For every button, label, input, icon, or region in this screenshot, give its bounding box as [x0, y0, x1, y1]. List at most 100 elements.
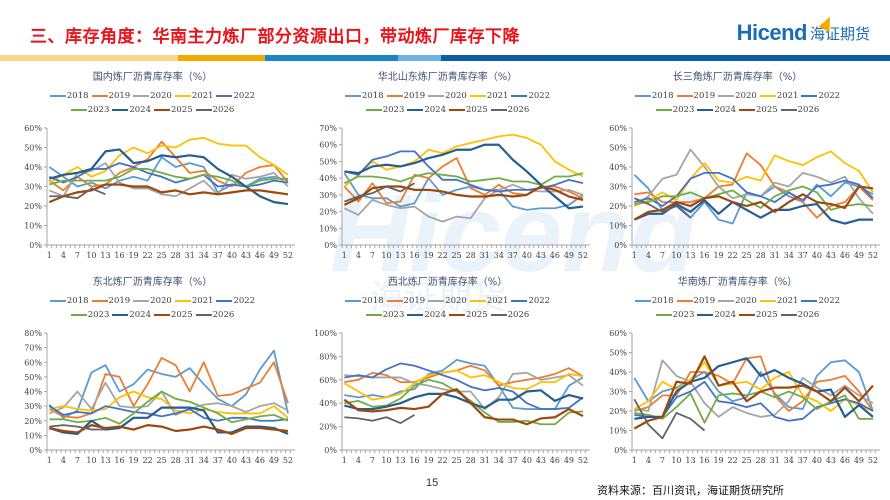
- x-tick-label: 13: [395, 251, 405, 260]
- x-tick-label: 16: [114, 251, 124, 260]
- source-note: 资料来源：百川资讯，海证期货研究所: [597, 484, 784, 497]
- legend-swatch: [801, 299, 818, 303]
- line-chart: 东北炼厂沥青库存率（%） 2018 2019 2020 2021 2022 2023 2024…: [5, 270, 300, 470]
- x-tick-label: 34: [784, 456, 794, 465]
- x-tick-label: 10: [86, 251, 96, 260]
- series-line-2025: [343, 388, 584, 426]
- y-tick-label: 70%: [24, 344, 42, 353]
- x-tick-label: 13: [685, 456, 695, 465]
- legend-swatch: [655, 313, 672, 317]
- y-tick-label: 20%: [319, 208, 337, 217]
- x-tick-label: 49: [564, 251, 574, 260]
- y-tick-label: 0%: [614, 241, 627, 250]
- x-tick-label: 52: [578, 456, 588, 465]
- header-stripe-3: [265, 55, 398, 61]
- legend-item: 2018: [344, 294, 384, 308]
- legend-item: 2022: [801, 89, 840, 103]
- legend-label: 2024: [424, 310, 446, 320]
- x-tick-label: 43: [826, 251, 836, 260]
- legend-swatch: [49, 94, 66, 98]
- legend-label: 2020: [735, 91, 757, 101]
- x-tick-label: 4: [61, 251, 66, 260]
- legend-swatch: [511, 299, 528, 303]
- legend-item: 2021: [174, 89, 213, 103]
- x-tick-label: 13: [395, 456, 405, 465]
- legend-label: 2023: [382, 310, 405, 320]
- legend-swatch: [634, 299, 651, 303]
- legend-label: 2024: [714, 310, 736, 320]
- y-tick-label: 60%: [319, 141, 337, 150]
- x-tick-label: 22: [143, 251, 153, 260]
- x-tick-label: 31: [770, 251, 780, 260]
- x-tick-label: 1: [632, 456, 637, 465]
- legend-label: 2026: [212, 310, 235, 320]
- x-tick-label: 13: [685, 251, 695, 260]
- legend-swatch: [780, 108, 797, 112]
- x-tick-label: 31: [480, 251, 490, 260]
- series-line-2025: [633, 185, 874, 221]
- legend-label: 2026: [212, 105, 235, 115]
- y-tick-label: 30%: [609, 183, 627, 192]
- legend-label: 2026: [797, 105, 820, 115]
- y-tick-label: 20%: [24, 202, 42, 211]
- plot-area: 0% 10% 20% 30% 40% 50% 60% 1 4 7 10 13 16 19 22 25 28 31 3…: [609, 124, 880, 260]
- y-tick-label: 80%: [24, 329, 42, 338]
- plot-area: 0% 10% 20% 30% 40% 50% 60% 1 4 7 10 13 16 19 22 25 28 31 3…: [609, 329, 880, 465]
- x-tick-label: 4: [356, 251, 361, 260]
- y-tick-label: 100%: [314, 329, 337, 338]
- series-line-2026: [49, 187, 106, 200]
- legend-label: 2020: [445, 91, 467, 101]
- x-tick-label: 31: [770, 456, 780, 465]
- legend-item: 2023: [365, 308, 405, 322]
- x-tick-label: 52: [578, 251, 588, 260]
- y-tick-label: 10%: [609, 427, 627, 436]
- series-line-2023: [49, 390, 289, 425]
- x-tick-label: 46: [840, 456, 850, 465]
- legend-label: 2021: [191, 296, 214, 306]
- legend-label: 2023: [87, 105, 110, 115]
- chart-legend: 2018 2019 2020 2021 2022 2023 2024 2025 2026: [5, 89, 300, 117]
- y-tick-label: 30%: [24, 402, 42, 411]
- legend-swatch: [697, 313, 714, 317]
- legend-item: 2021: [469, 294, 508, 308]
- x-tick-label: 1: [47, 456, 52, 465]
- legend-swatch: [407, 108, 424, 112]
- series-line-2023: [49, 168, 288, 188]
- x-tick-label: 28: [171, 456, 181, 465]
- x-tick-label: 4: [61, 456, 66, 465]
- legend-item: 2024: [112, 103, 151, 117]
- series-line-2021: [48, 136, 289, 184]
- legend-label: 2023: [382, 105, 405, 115]
- series-line-2020: [48, 381, 289, 416]
- legend-swatch: [154, 313, 170, 317]
- legend-swatch: [449, 108, 465, 112]
- x-tick-label: 7: [660, 251, 665, 260]
- x-tick-label: 52: [868, 251, 878, 260]
- legend-swatch: [759, 299, 776, 303]
- chart-title: 长三角炼厂沥青库存率（%）: [672, 72, 803, 83]
- series-line-2023: [343, 172, 584, 186]
- y-tick-label: 40%: [24, 388, 42, 397]
- x-tick-label: 1: [47, 251, 52, 260]
- x-tick-label: 10: [381, 251, 391, 260]
- chart-legend: 2018 2019 2020 2021 2022 2023 2024 2025 2026: [300, 89, 595, 117]
- legend-label: 2025: [171, 105, 193, 115]
- legend-label: 2023: [87, 310, 110, 320]
- x-tick-label: 19: [128, 251, 138, 260]
- legend-label: 2018: [361, 296, 384, 306]
- legend-item: 2021: [174, 294, 214, 308]
- legend-swatch: [428, 299, 445, 303]
- header-stripe-2: [178, 55, 265, 61]
- series-line-2020: [633, 148, 874, 215]
- y-tick-label: 50%: [319, 157, 337, 166]
- x-tick-label: 16: [409, 251, 419, 260]
- x-tick-label: 22: [143, 456, 153, 465]
- legend-item: 2024: [407, 103, 446, 117]
- x-tick-label: 1: [342, 456, 347, 465]
- x-tick-label: 22: [728, 456, 738, 465]
- legend-item: 2026: [490, 103, 529, 117]
- legend-label: 2024: [129, 105, 151, 115]
- legend-item: 2020: [718, 294, 757, 308]
- x-tick-label: 13: [100, 456, 110, 465]
- legend-label: 2020: [735, 296, 757, 306]
